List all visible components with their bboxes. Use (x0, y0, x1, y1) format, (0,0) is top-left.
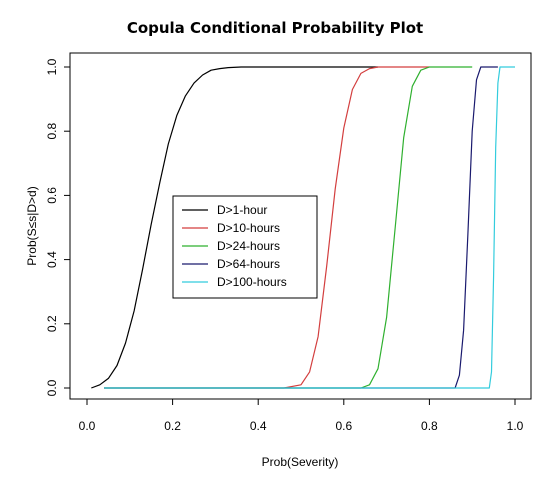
y-tick-label: 1.0 (45, 58, 59, 75)
legend: D>1-hour D>10-hours D>24-hours D>64-hours D>… (172, 195, 318, 299)
x-tick-label: 0.4 (250, 419, 267, 433)
x-tick-label: 0.6 (335, 419, 352, 433)
legend-label: D>10-hours (217, 221, 280, 235)
legend-label: D>100-hours (217, 275, 287, 289)
series-line-1 (91, 66, 378, 389)
x-tick-label: 1.0 (507, 419, 524, 433)
x-tick-label: 0.8 (421, 419, 438, 433)
legend-label: D>1-hour (217, 203, 267, 217)
chart-title: Copula Conditional Probability Plot (127, 19, 423, 37)
x-tick-label: 0.0 (79, 419, 96, 433)
y-tick-label: 0.8 (45, 123, 59, 140)
x-axis-label: Prob(Severity) (262, 455, 339, 469)
series-line-4 (104, 66, 498, 389)
legend-box (172, 195, 318, 299)
legend-label: D>24-hours (217, 239, 280, 253)
y-axis-label: Prob(S≤s|D>d) (25, 186, 39, 265)
y-tick-label: 0.4 (45, 251, 59, 268)
legend-label: D>64-hours (217, 257, 280, 271)
series-line-2 (104, 66, 430, 389)
series-layer (91, 66, 515, 389)
series-line-3 (104, 66, 473, 389)
series-line-5 (104, 66, 515, 389)
y-tick-label: 0.2 (45, 315, 59, 332)
axis-layer: 0.0 0.2 0.4 0.6 0.8 1.0 0.0 0.2 0.4 0.6 0.8 1.0 (45, 58, 524, 433)
y-tick-label: 0.0 (45, 379, 59, 396)
y-tick-label: 0.6 (45, 187, 59, 204)
x-tick-label: 0.2 (164, 419, 181, 433)
